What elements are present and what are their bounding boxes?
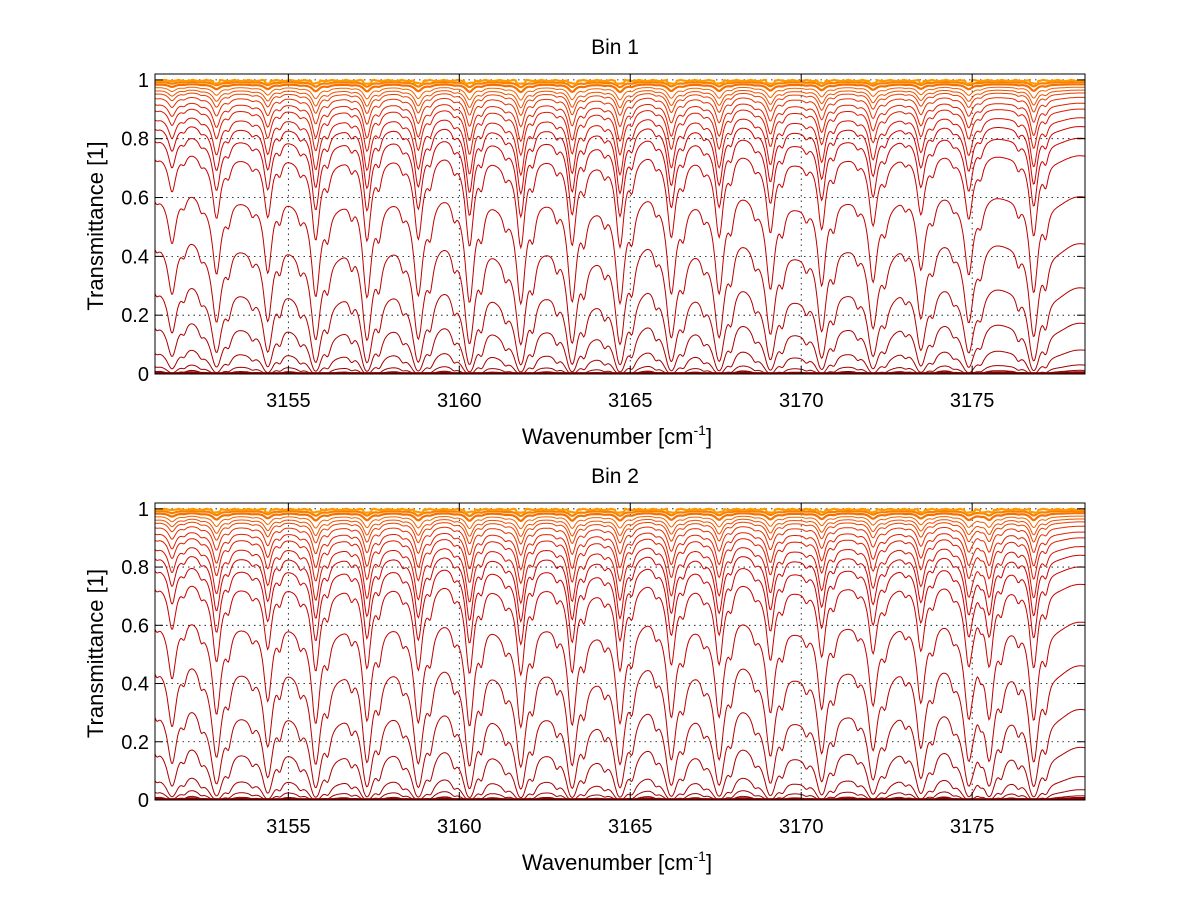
x-tick-label: 3170	[779, 816, 824, 838]
series-line	[155, 746, 1085, 799]
series-line	[155, 155, 1085, 250]
y-tick-label: 0	[138, 364, 149, 386]
series-line	[155, 102, 1085, 143]
x-tick-label: 3170	[779, 390, 824, 412]
series-line	[155, 96, 1085, 128]
plot-area	[155, 78, 1085, 374]
y-axis-label: Transmittance [1]	[83, 141, 108, 310]
x-tick-label: 3165	[608, 816, 653, 838]
x-axis-label: Wavenumber [cm-1]	[522, 422, 712, 449]
series-line	[155, 515, 1085, 530]
tick-marks: 3155 3160 3165 3170 3175 0 0.2 0.4 0.6 0.8 1	[121, 499, 1085, 838]
series-line	[155, 287, 1085, 366]
series-line	[155, 507, 1085, 514]
series-line	[155, 546, 1085, 605]
series-line	[155, 196, 1085, 306]
y-tick-label: 0.4	[121, 246, 149, 268]
chart-title: Bin 2	[591, 465, 639, 488]
y-tick-label: 0.6	[121, 188, 149, 210]
series-line	[155, 92, 1085, 117]
x-tick-label: 3175	[950, 816, 995, 838]
series-line	[155, 521, 1085, 545]
y-tick-label: 0.8	[121, 557, 149, 579]
series-line	[155, 78, 1085, 85]
plot-area	[155, 507, 1085, 800]
series-line	[155, 518, 1085, 538]
tick-marks: 3155 3160 3165 3170 3175 0 0.2 0.4 0.6 0.8 1	[121, 70, 1085, 412]
axes-frame	[154, 73, 1086, 375]
series-line	[155, 83, 1085, 94]
y-tick-label: 0	[138, 790, 149, 812]
x-tick-label: 3175	[950, 390, 995, 412]
y-tick-label: 0.4	[121, 674, 149, 696]
series-line	[155, 665, 1085, 769]
x-axis-label: Wavenumber [cm-1]	[522, 848, 712, 875]
y-tick-label: 0.8	[121, 129, 149, 151]
series-line	[155, 108, 1085, 157]
x-tick-label: 3155	[266, 390, 311, 412]
x-tick-label: 3160	[437, 816, 482, 838]
series-line	[155, 89, 1085, 109]
series-line	[155, 537, 1085, 585]
series-line	[155, 531, 1085, 571]
x-tick-label: 3160	[437, 390, 482, 412]
series-line	[155, 80, 1085, 89]
y-axis-label: Transmittance [1]	[83, 569, 108, 738]
series-line	[155, 86, 1085, 101]
panel-bin-1: 3155 3160 3165 3170 3175 0 0.2 0.4 0.6 0.8 1 Bin 1…	[83, 36, 1086, 449]
y-tick-label: 0.2	[121, 305, 149, 327]
series-line	[155, 554, 1085, 623]
grid-lines	[155, 503, 1085, 801]
series-line	[155, 322, 1085, 373]
series-line	[155, 117, 1085, 177]
series-line	[155, 566, 1085, 647]
y-tick-label: 1	[138, 499, 149, 521]
y-tick-label: 0.6	[121, 615, 149, 637]
series-line	[155, 709, 1085, 790]
series-line	[155, 137, 1085, 219]
series-line	[155, 126, 1085, 196]
series-line	[155, 364, 1085, 374]
series-line	[155, 509, 1085, 518]
series-line	[155, 243, 1085, 346]
x-tick-label: 3165	[608, 390, 653, 412]
axes-frame	[154, 502, 1086, 801]
panel-bin-2: 3155 3160 3165 3170 3175 0 0.2 0.4 0.6 0.8 1 Bin 2…	[83, 465, 1086, 875]
y-tick-label: 0.2	[121, 732, 149, 754]
series-line	[155, 525, 1085, 557]
series-line	[155, 621, 1085, 729]
series-line	[155, 789, 1085, 800]
x-tick-label: 3155	[266, 816, 311, 838]
series-line	[155, 583, 1085, 677]
chart-title: Bin 1	[591, 36, 639, 59]
series-line	[155, 512, 1085, 523]
y-tick-label: 1	[138, 70, 149, 92]
series-line	[155, 349, 1085, 374]
